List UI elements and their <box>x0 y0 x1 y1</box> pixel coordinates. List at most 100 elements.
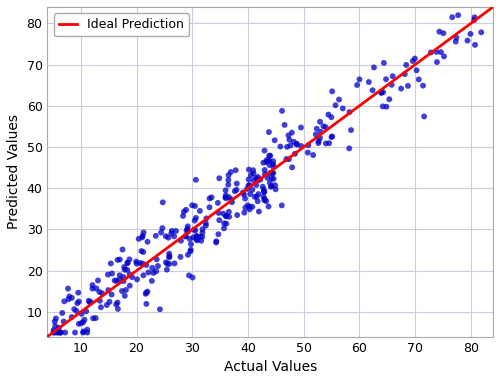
Point <box>244 202 252 208</box>
Point <box>401 71 409 77</box>
Point <box>220 220 228 226</box>
Point <box>116 256 124 263</box>
Point <box>68 295 76 301</box>
Point <box>188 274 196 280</box>
Point <box>182 234 190 240</box>
Point <box>92 285 100 291</box>
Point <box>246 191 254 197</box>
Point <box>291 151 299 157</box>
Point <box>286 137 294 143</box>
Point <box>222 195 230 201</box>
X-axis label: Actual Values: Actual Values <box>224 360 317 374</box>
Point <box>250 194 258 200</box>
Point <box>402 62 410 68</box>
Point <box>433 59 441 65</box>
Point <box>144 239 152 245</box>
Point <box>179 213 187 219</box>
Point <box>224 172 232 178</box>
Point <box>202 215 210 221</box>
Point <box>170 233 178 239</box>
Point <box>197 238 205 244</box>
Point <box>50 330 58 336</box>
Point <box>285 156 293 162</box>
Point <box>245 166 253 173</box>
Point <box>254 191 262 197</box>
Point <box>412 67 420 74</box>
Point <box>241 195 249 202</box>
Point <box>278 202 286 208</box>
Point <box>70 306 78 312</box>
Point <box>248 204 256 210</box>
Point <box>224 182 232 188</box>
Point <box>265 153 273 159</box>
Point <box>260 167 268 173</box>
Point <box>432 49 440 55</box>
Point <box>148 265 156 271</box>
Point <box>267 184 275 190</box>
Point <box>356 76 364 82</box>
Point <box>377 90 385 96</box>
Point <box>365 79 373 85</box>
Point <box>192 177 200 183</box>
Point <box>124 260 132 266</box>
Point <box>108 271 116 277</box>
Point <box>193 234 201 240</box>
Point <box>346 109 354 115</box>
Point <box>409 58 417 64</box>
Point <box>54 330 62 336</box>
Point <box>186 247 194 253</box>
Point <box>104 287 112 293</box>
Point <box>347 127 355 133</box>
Point <box>128 274 136 280</box>
Point <box>260 189 268 195</box>
Point <box>190 227 198 233</box>
Point <box>222 213 230 219</box>
Point <box>122 287 130 293</box>
Point <box>271 182 279 188</box>
Point <box>228 199 236 205</box>
Point <box>148 278 156 284</box>
Point <box>74 300 82 306</box>
Point <box>198 234 206 240</box>
Point <box>126 271 134 277</box>
Point <box>404 83 412 89</box>
Point <box>269 158 277 164</box>
Point <box>260 194 268 200</box>
Point <box>198 226 206 232</box>
Point <box>239 189 247 195</box>
Point <box>86 299 94 305</box>
Point <box>74 290 82 296</box>
Point <box>136 260 144 266</box>
Y-axis label: Predicted Values: Predicted Values <box>7 114 21 229</box>
Point <box>260 187 268 193</box>
Point <box>138 234 146 240</box>
Point <box>194 237 202 243</box>
Point <box>202 223 210 229</box>
Point <box>55 325 63 331</box>
Point <box>71 330 79 336</box>
Point <box>140 249 147 255</box>
Point <box>379 103 387 109</box>
Point <box>270 164 278 170</box>
Point <box>132 259 140 265</box>
Point <box>168 231 175 237</box>
Point <box>120 278 128 284</box>
Point <box>83 327 91 333</box>
Point <box>452 38 460 45</box>
Point <box>222 194 230 200</box>
Point <box>186 248 194 255</box>
Point <box>177 238 185 244</box>
Point <box>50 330 58 336</box>
Point <box>268 175 276 181</box>
Point <box>196 234 204 240</box>
Point <box>185 272 193 279</box>
Point <box>142 262 150 268</box>
Point <box>270 137 278 143</box>
Point <box>254 177 262 183</box>
Point <box>253 194 261 200</box>
Point <box>138 261 146 267</box>
Point <box>52 323 60 329</box>
Point <box>192 233 200 239</box>
Point <box>57 330 65 336</box>
Point <box>120 274 128 280</box>
